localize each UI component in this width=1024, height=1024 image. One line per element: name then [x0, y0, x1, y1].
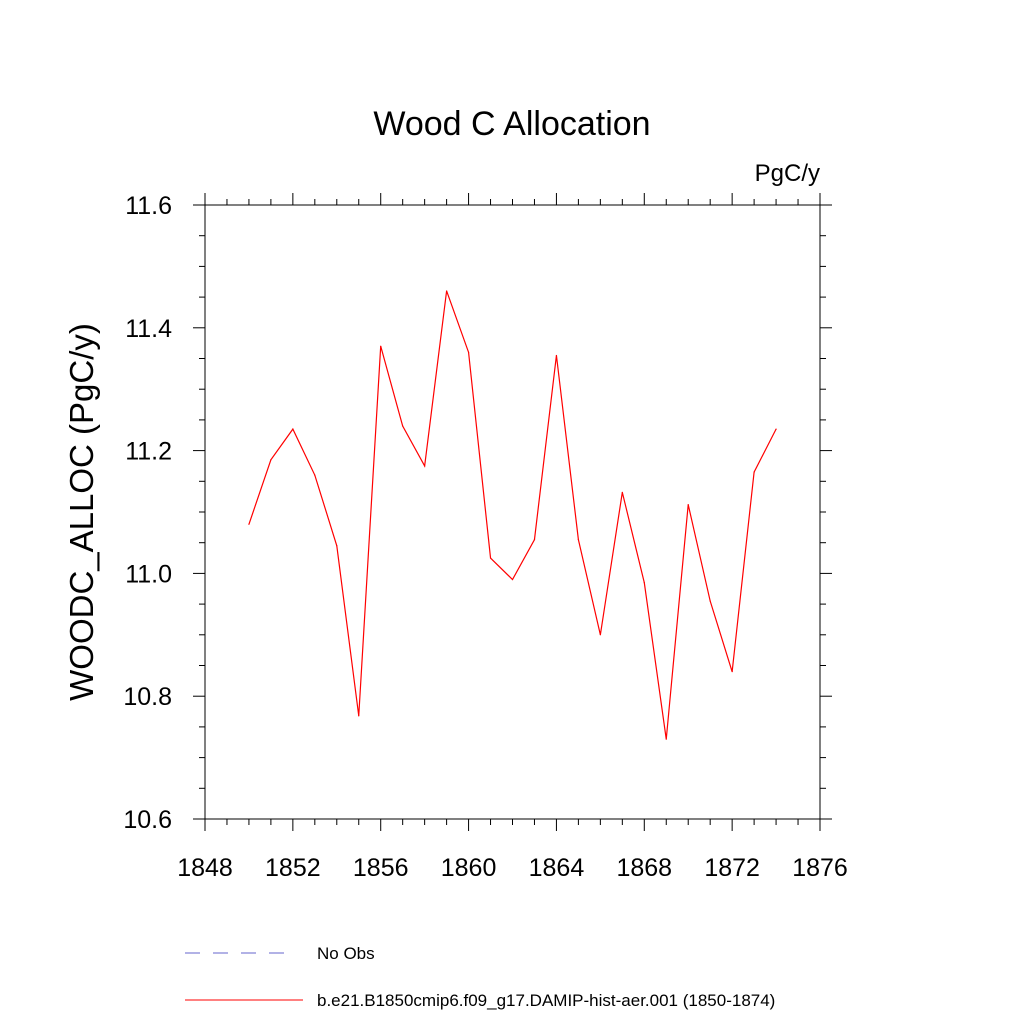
data-point [687, 504, 689, 506]
plot-frame [204, 204, 821, 820]
x-tick-label: 1864 [529, 854, 585, 882]
data-point [555, 354, 558, 357]
axes-layer: 1848 1852 1856 1860 1864 1868 1872 1876 10.6 10.8… [123, 192, 847, 882]
series-line [248, 290, 777, 740]
data-point [467, 351, 470, 353]
data-point [731, 671, 733, 673]
y-tick-label: 11.6 [125, 192, 172, 220]
data-point [380, 345, 382, 347]
data-point [358, 715, 360, 717]
units-label: PgC/y [755, 160, 820, 187]
legend: No Obs b.e21.B1850cmip6.f09_g17.DAMIP-his… [185, 944, 775, 1010]
data-point [753, 471, 755, 473]
x-tick-label: 1848 [177, 854, 233, 882]
y-tick-label: 11.0 [125, 560, 172, 588]
chart-title: Wood C Allocation [373, 105, 650, 143]
data-point [489, 557, 492, 559]
data-point [402, 425, 404, 427]
legend-label: No Obs [317, 944, 375, 963]
data-point [336, 545, 338, 547]
data-point [599, 634, 601, 636]
series-layer [248, 290, 777, 740]
y-tick-label: 11.2 [125, 438, 172, 466]
data-point [775, 428, 777, 430]
data-point [643, 582, 645, 584]
x-tick-label: 1876 [792, 854, 848, 882]
data-point [621, 491, 623, 493]
data-point [314, 474, 316, 476]
data-point [424, 465, 426, 467]
data-point [709, 600, 711, 602]
data-point [446, 290, 448, 292]
x-tick-label: 1856 [353, 854, 409, 882]
data-point [665, 738, 667, 740]
x-tick-label: 1872 [704, 854, 760, 882]
x-tick-label: 1860 [441, 854, 497, 882]
legend-label: b.e21.B1850cmip6.f09_g17.DAMIP-hist-aer.… [317, 991, 775, 1010]
x-tick-label: 1852 [265, 854, 321, 882]
y-tick-label: 11.4 [125, 315, 172, 343]
data-point [248, 523, 250, 525]
y-tick-label: 10.6 [123, 806, 172, 834]
y-tick-label: 10.8 [123, 683, 172, 711]
data-point [577, 539, 579, 541]
x-tick-label: 1868 [616, 854, 672, 882]
data-point [292, 428, 294, 430]
data-point [270, 459, 272, 461]
data-point [533, 539, 536, 541]
data-point [511, 578, 514, 581]
y-axis-title: WOODC_ALLOC (PgC/y) [63, 323, 100, 701]
